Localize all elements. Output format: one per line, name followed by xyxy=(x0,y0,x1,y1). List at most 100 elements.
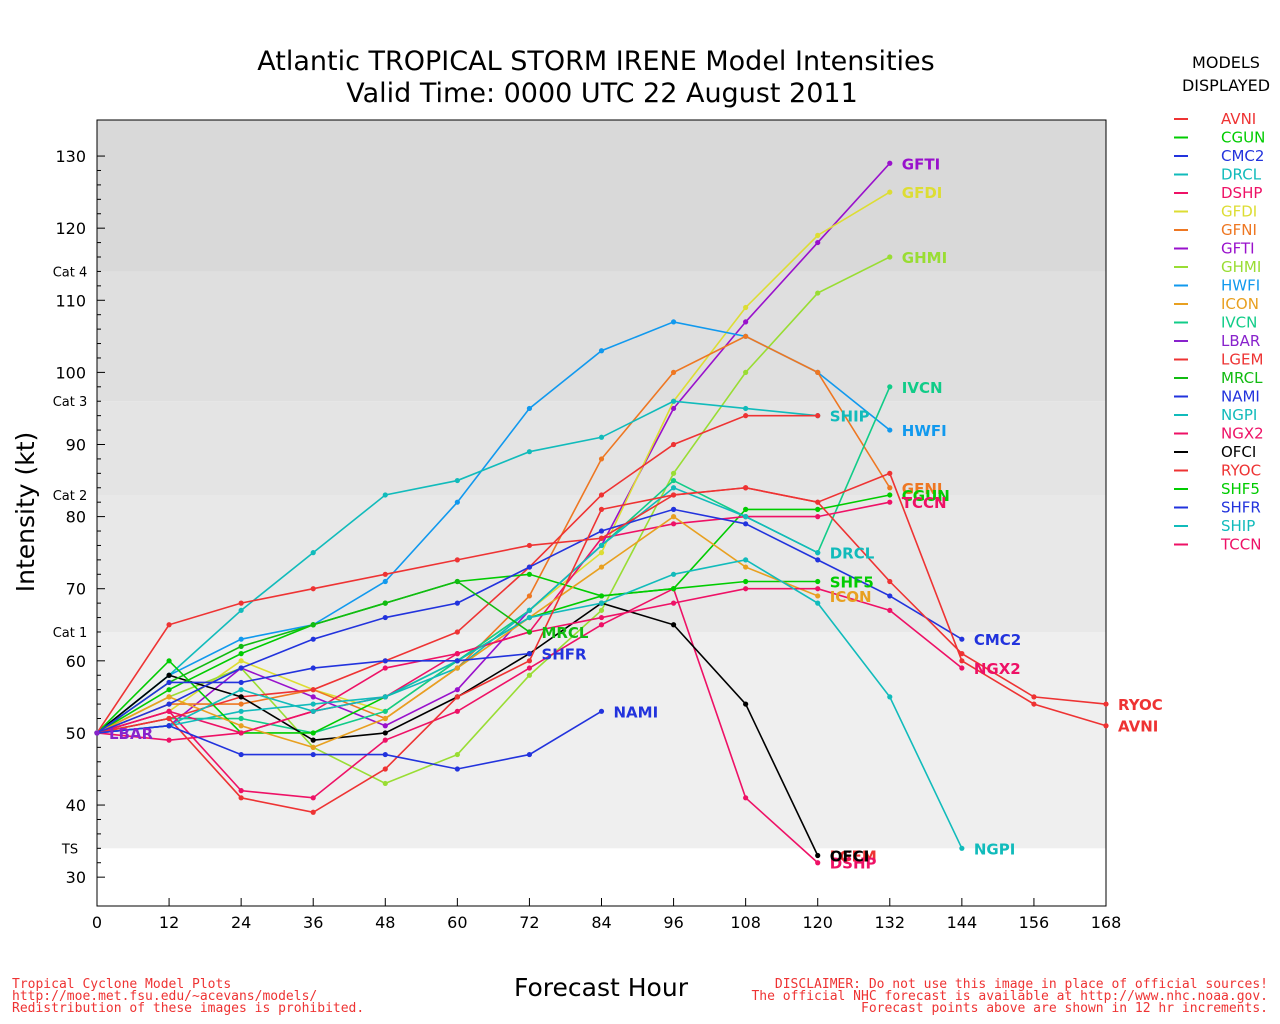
point-icon xyxy=(310,744,316,750)
point-gfdi xyxy=(743,304,749,311)
point-mrcl xyxy=(382,600,388,606)
chart-title: Atlantic TROPICAL STORM IRENE Model Inte… xyxy=(257,46,934,77)
point-cmc2 xyxy=(670,506,677,512)
point-ngpi xyxy=(526,614,533,621)
point-gfdi xyxy=(887,189,893,195)
y-tick-label-130: 130 xyxy=(55,147,86,166)
x-tick-label-96: 96 xyxy=(663,913,683,932)
series-label-cgun: CGUN xyxy=(902,487,950,505)
point-ivcn xyxy=(887,384,893,390)
point-dshp xyxy=(815,860,821,866)
legend-label: IVCN xyxy=(1221,314,1257,332)
series-label-ngx2: NGX2 xyxy=(974,660,1021,678)
legend-item-ryoc: RYOC xyxy=(1174,462,1261,480)
band-label-cat-2: Cat 2 xyxy=(53,489,88,504)
footer-left: Tropical Cyclone Model Plots http://moe.… xyxy=(12,977,364,1016)
footer-left-line-1: Tropical Cyclone Model Plots xyxy=(12,977,231,992)
footer-right-line-3: Forecast points above are shown in 12 hr… xyxy=(861,1001,1268,1016)
legend-label: AVNI xyxy=(1221,110,1256,128)
point-icon xyxy=(382,715,388,722)
point-ship xyxy=(598,434,605,440)
x-tick-label-144: 144 xyxy=(947,913,978,932)
point-ship xyxy=(743,405,749,412)
band-label-ts: TS xyxy=(61,842,78,857)
series-label-drcl: DRCL xyxy=(830,545,875,563)
legend-label: GFTI xyxy=(1221,240,1255,258)
series-line-cgun xyxy=(96,494,890,734)
point-hwfi xyxy=(598,348,605,354)
legend-item-shfr: SHFR xyxy=(1174,499,1261,517)
legend-item-shf5: SHF5 xyxy=(1174,480,1260,498)
y-tick-label-110: 110 xyxy=(55,291,86,310)
series-line-ghmi xyxy=(96,256,891,785)
footer-right-line-2: The official NHC forecast is available a… xyxy=(751,989,1268,1004)
point-shf5 xyxy=(815,578,821,585)
point-shfr xyxy=(238,679,244,686)
point-gfti xyxy=(310,694,316,700)
legend-label: ICON xyxy=(1221,295,1259,313)
point-icon xyxy=(166,694,172,700)
point-nami xyxy=(382,751,388,758)
point-cgun xyxy=(526,571,533,577)
legend-item-gfti: GFTI xyxy=(1174,240,1255,258)
point-gfni xyxy=(670,369,677,375)
series-label-shfr: SHFR xyxy=(541,646,587,664)
series-label-lbar: LBAR xyxy=(109,725,154,743)
legend-label: LBAR xyxy=(1221,332,1260,350)
band-cat-4 xyxy=(97,120,1106,272)
point-cgun xyxy=(887,492,893,498)
series-dshp xyxy=(94,586,821,866)
y-tick-label-50: 50 xyxy=(66,724,86,743)
legend-item-drcl: DRCL xyxy=(1174,166,1262,184)
series-label-mrcl: MRCL xyxy=(541,624,588,642)
point-dshp xyxy=(743,795,749,801)
point-avni xyxy=(670,492,677,498)
point-ngx2 xyxy=(670,600,677,606)
point-ryoc xyxy=(526,542,533,549)
legend-label: SHF5 xyxy=(1221,480,1260,498)
point-drcl xyxy=(598,542,605,549)
point-tccn xyxy=(887,499,893,505)
legend-label: MRCL xyxy=(1221,369,1263,387)
y-tick-label-90: 90 xyxy=(66,435,86,454)
point-avni xyxy=(310,809,316,815)
x-tick-label-132: 132 xyxy=(875,913,906,932)
point-ghmi xyxy=(526,672,533,678)
x-tick-label-60: 60 xyxy=(447,913,467,932)
point-cmc2 xyxy=(526,564,533,570)
point-ofci xyxy=(743,701,749,707)
point-dshp xyxy=(526,665,533,671)
series-label-nami: NAMI xyxy=(614,703,659,721)
point-tccn xyxy=(382,665,388,671)
series-cmc2 xyxy=(94,506,965,736)
point-gfti xyxy=(743,319,749,325)
legend-item-ship: SHIP xyxy=(1174,517,1255,535)
point-mrcl xyxy=(238,643,244,650)
point-tccn xyxy=(670,521,677,527)
point-cgun xyxy=(166,687,172,693)
point-ship xyxy=(238,607,244,613)
x-tick-label-108: 108 xyxy=(730,913,761,932)
legend-item-lbar: LBAR xyxy=(1174,332,1260,350)
point-shfr xyxy=(526,651,533,657)
point-hwfi xyxy=(526,405,533,412)
point-ivcn xyxy=(238,715,244,722)
point-ngx2 xyxy=(454,651,460,657)
point-ngpi xyxy=(815,600,821,606)
series-label-ofci: OFCI xyxy=(830,848,870,866)
x-tick-label-12: 12 xyxy=(159,913,179,932)
y-axis-title: Intensity (kt) xyxy=(11,432,40,593)
point-shfr xyxy=(454,658,460,664)
point-shf5 xyxy=(598,593,605,599)
series-line-nami xyxy=(96,710,602,770)
point-cgun xyxy=(238,651,244,657)
legend-label: OFCI xyxy=(1221,443,1256,461)
footer-right: DISCLAIMER: Do not use this image in pla… xyxy=(751,977,1268,1016)
point-nami xyxy=(526,751,533,758)
point-cmc2 xyxy=(382,614,388,621)
point-dshp xyxy=(598,622,605,628)
point-icon xyxy=(598,564,605,570)
point-ofci xyxy=(670,622,677,628)
point-avni xyxy=(238,795,244,801)
series-label-lgem: LGEM xyxy=(830,848,877,866)
